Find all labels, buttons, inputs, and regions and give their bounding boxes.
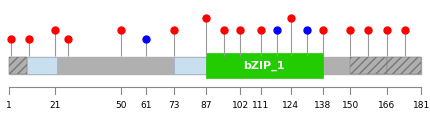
Bar (174, 57, 206, 74)
Bar (387, 57, 421, 74)
Text: 102: 102 (232, 101, 249, 110)
Text: bZIP_1: bZIP_1 (243, 60, 285, 71)
Text: 181: 181 (412, 101, 430, 110)
Text: 87: 87 (200, 101, 212, 110)
Text: 166: 166 (378, 101, 396, 110)
Text: 73: 73 (168, 101, 180, 110)
Bar (350, 57, 387, 74)
Text: 124: 124 (282, 101, 299, 110)
Bar (206, 54, 322, 78)
Bar (9, 57, 27, 74)
Bar (27, 57, 57, 74)
Text: 61: 61 (141, 101, 152, 110)
Text: 150: 150 (341, 101, 359, 110)
Bar (9, 57, 421, 74)
Text: 111: 111 (252, 101, 270, 110)
Text: 50: 50 (115, 101, 127, 110)
Text: 1: 1 (6, 101, 12, 110)
Text: 21: 21 (49, 101, 60, 110)
Text: 138: 138 (314, 101, 331, 110)
